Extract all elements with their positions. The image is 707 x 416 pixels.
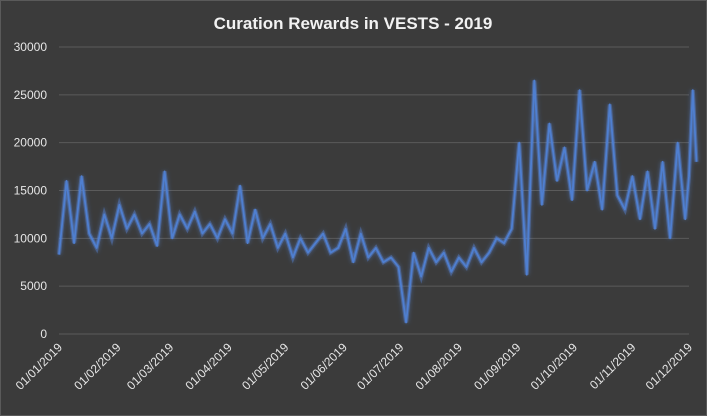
y-tick-label: 25000	[14, 88, 48, 102]
x-tick-label: 01/09/2019	[471, 340, 524, 393]
y-tick-label: 5000	[20, 279, 47, 293]
y-tick-label: 10000	[14, 231, 48, 245]
gridlines	[59, 46, 689, 335]
x-axis-ticks: 01/01/2019 01/02/2019 01/03/2019 01/04/2019…	[13, 340, 696, 393]
x-tick-label: 01/04/2019	[183, 340, 236, 393]
x-tick-label: 01/07/2019	[354, 340, 407, 393]
x-tick-label: 01/11/2019	[587, 340, 639, 392]
x-tick-label: 01/06/2019	[298, 340, 351, 393]
y-tick-label: 15000	[14, 184, 48, 198]
y-tick-label: 30000	[14, 40, 48, 54]
x-tick-label: 01/08/2019	[413, 340, 466, 393]
y-tick-label: 20000	[14, 136, 48, 150]
y-tick-label: 0	[40, 327, 47, 341]
series-line	[58, 79, 698, 324]
x-tick-label: 01/03/2019	[124, 340, 177, 393]
x-tick-label: 01/10/2019	[528, 340, 581, 393]
x-tick-label: 01/12/2019	[643, 340, 696, 393]
x-tick-label: 01/02/2019	[71, 340, 124, 393]
chart-title: Curation Rewards in VESTS - 2019	[214, 14, 493, 33]
x-tick-label: 01/01/2019	[13, 340, 66, 393]
x-tick-label: 01/05/2019	[239, 340, 292, 393]
y-axis-ticks: 30000 25000 20000 15000 10000 5000 0	[14, 40, 48, 341]
